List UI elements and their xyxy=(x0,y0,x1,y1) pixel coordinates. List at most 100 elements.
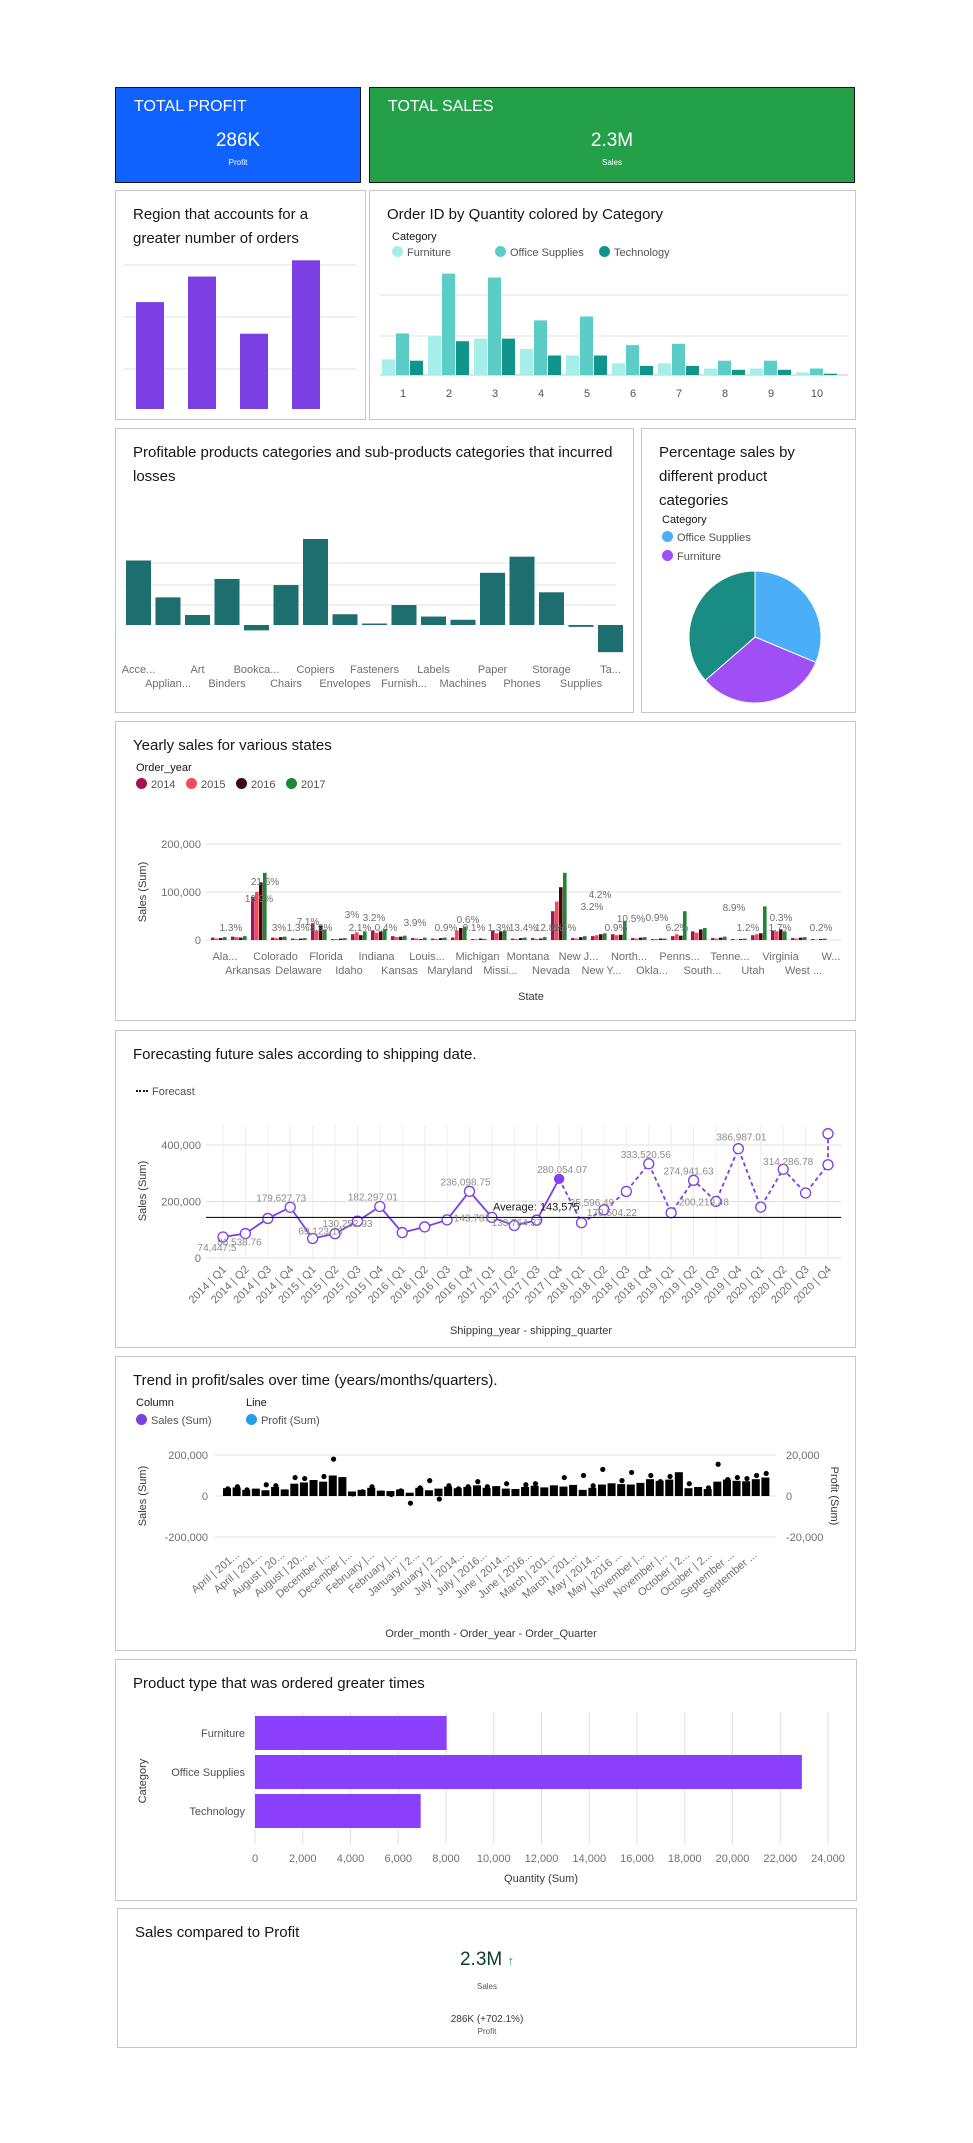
states-bar[interactable] xyxy=(331,939,335,940)
states-bar[interactable] xyxy=(819,939,823,940)
states-bar[interactable] xyxy=(443,937,447,940)
trend-column[interactable] xyxy=(261,1490,270,1496)
subcat-bar[interactable] xyxy=(421,616,446,625)
states-bar[interactable] xyxy=(255,892,259,940)
pie-slice-office-supplies[interactable] xyxy=(754,570,822,664)
orderid-bar[interactable] xyxy=(686,365,699,375)
trend-profit-point[interactable] xyxy=(446,1483,452,1489)
states-bar[interactable] xyxy=(599,934,603,940)
trend-column[interactable] xyxy=(569,1484,578,1496)
states-bar[interactable] xyxy=(271,937,275,940)
states-bar[interactable] xyxy=(295,939,299,940)
states-bar[interactable] xyxy=(783,931,787,940)
trend-profit-point[interactable] xyxy=(638,1483,644,1489)
trend-column[interactable] xyxy=(761,1477,770,1496)
orderid-bar[interactable] xyxy=(810,368,823,376)
region-bar-east[interactable] xyxy=(188,276,216,409)
trend-legend-profit[interactable]: Profit (Sum) xyxy=(246,1414,320,1427)
states-bar[interactable] xyxy=(439,938,443,940)
trend-profit-point[interactable] xyxy=(753,1472,760,1479)
forecast-point[interactable] xyxy=(329,1228,341,1240)
trend-column[interactable] xyxy=(232,1487,241,1496)
trend-column[interactable] xyxy=(472,1485,481,1496)
states-bar[interactable] xyxy=(235,937,239,940)
states-bar[interactable] xyxy=(695,932,699,940)
trend-column[interactable] xyxy=(713,1481,722,1496)
trend-column[interactable] xyxy=(742,1481,751,1496)
states-bar[interactable] xyxy=(471,939,475,940)
trend-column[interactable] xyxy=(309,1480,318,1496)
states-bar[interactable] xyxy=(483,939,487,940)
trend-column[interactable] xyxy=(290,1483,299,1496)
states-bar[interactable] xyxy=(503,930,507,940)
trend-column[interactable] xyxy=(684,1488,693,1496)
subcategory-chart-tile[interactable]: Profitable products categories and sub-p… xyxy=(115,428,634,713)
trend-profit-line[interactable] xyxy=(228,1459,766,1503)
trend-column[interactable] xyxy=(751,1479,760,1496)
states-bar[interactable] xyxy=(403,935,407,940)
states-legend-2016[interactable]: 2016 xyxy=(236,778,275,791)
states-bar[interactable] xyxy=(655,939,659,940)
trend-column[interactable] xyxy=(578,1489,587,1496)
states-bar[interactable] xyxy=(499,931,503,940)
states-bar[interactable] xyxy=(699,929,703,940)
region-bar-central[interactable] xyxy=(136,302,164,409)
trend-profit-point[interactable] xyxy=(455,1486,462,1492)
states-bar[interactable] xyxy=(703,928,707,940)
states-bar[interactable] xyxy=(231,936,235,940)
trend-column[interactable] xyxy=(463,1486,472,1496)
orderid-bar[interactable] xyxy=(520,349,533,375)
trend-column[interactable] xyxy=(530,1485,539,1496)
subcat-bar[interactable] xyxy=(362,623,387,625)
orderid-bar[interactable] xyxy=(626,345,639,375)
states-bar[interactable] xyxy=(651,939,655,940)
subcat-bar[interactable] xyxy=(185,615,210,625)
states-bar[interactable] xyxy=(775,931,779,940)
states-bar[interactable] xyxy=(619,934,623,940)
states-bar[interactable] xyxy=(215,938,219,940)
forecast-point[interactable] xyxy=(598,1204,610,1216)
states-legend-2015[interactable]: 2015 xyxy=(186,778,225,791)
states-bar[interactable] xyxy=(631,938,635,940)
states-bar[interactable] xyxy=(259,882,263,940)
states-bar[interactable] xyxy=(799,937,803,940)
trend-profit-point[interactable] xyxy=(696,1488,702,1494)
pie-chart[interactable] xyxy=(642,429,855,712)
states-chart-tile[interactable]: Yearly sales for various states Order_ye… xyxy=(115,721,856,1021)
states-bar[interactable] xyxy=(679,935,683,940)
orderid-bar[interactable] xyxy=(732,369,745,375)
trend-column[interactable] xyxy=(223,1488,232,1496)
trend-profit-point[interactable] xyxy=(292,1474,298,1481)
states-bar[interactable] xyxy=(239,937,243,940)
orderid-bar[interactable] xyxy=(594,355,607,376)
trend-profit-point[interactable] xyxy=(744,1475,750,1482)
trend-profit-point[interactable] xyxy=(234,1484,241,1490)
states-bar[interactable] xyxy=(435,939,439,940)
states-bar[interactable] xyxy=(763,906,767,940)
states-bar[interactable] xyxy=(479,938,483,940)
forecast-point[interactable] xyxy=(553,1173,565,1185)
pie-legend-office[interactable]: Office Supplies xyxy=(662,531,751,544)
ptype-chart[interactable]: 0 2,000 4,000 6,000 8,000 10,000 12,000 14,000 1… xyxy=(116,1660,856,1900)
states-bar[interactable] xyxy=(359,935,363,940)
states-bar[interactable] xyxy=(375,932,379,940)
states-bar[interactable] xyxy=(723,936,727,940)
trend-profit-point[interactable] xyxy=(619,1478,625,1484)
states-bar[interactable] xyxy=(659,938,663,940)
trend-profit-point[interactable] xyxy=(561,1474,567,1481)
states-bar[interactable] xyxy=(571,938,575,940)
states-bar[interactable] xyxy=(335,939,339,940)
pie-slice-furniture[interactable] xyxy=(704,636,817,704)
trend-profit-point[interactable] xyxy=(725,1477,731,1483)
orderid-bar[interactable] xyxy=(718,360,731,375)
forecast-point[interactable] xyxy=(508,1219,520,1232)
states-bar[interactable] xyxy=(595,935,599,940)
states-bar[interactable] xyxy=(431,938,435,940)
trend-profit-point[interactable] xyxy=(686,1481,692,1487)
subcat-bar[interactable] xyxy=(303,539,328,625)
states-bar[interactable] xyxy=(611,934,615,940)
orderid-bar[interactable] xyxy=(442,273,455,375)
states-bar[interactable] xyxy=(531,938,535,940)
trend-profit-point[interactable] xyxy=(398,1488,404,1494)
states-bar[interactable] xyxy=(263,872,267,940)
